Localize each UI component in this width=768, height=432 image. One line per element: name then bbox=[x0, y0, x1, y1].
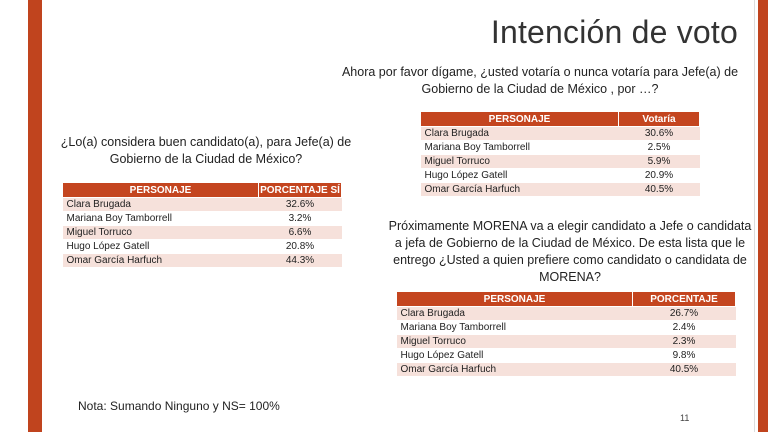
row-name: Hugo López Gatell bbox=[62, 239, 259, 254]
row-name: Mariana Boy Tamborrell bbox=[396, 320, 633, 335]
row-name: Omar García Harfuch bbox=[62, 253, 259, 267]
row-value: 5.9% bbox=[618, 154, 700, 169]
table-row: Mariana Boy Tamborrell 3.2% bbox=[62, 211, 342, 226]
table-row: Hugo López Gatell 20.9% bbox=[420, 168, 700, 183]
table-header-row: PERSONAJE PORCENTAJE bbox=[396, 291, 736, 307]
table-row: Miguel Torruco 6.6% bbox=[62, 225, 342, 240]
right-accent-bar bbox=[754, 0, 768, 432]
table-row: Omar García Harfuch 44.3% bbox=[62, 253, 342, 267]
table-row: Hugo López Gatell 9.8% bbox=[396, 348, 736, 363]
header-personaje: PERSONAJE bbox=[62, 182, 259, 198]
table-row: Mariana Boy Tamborrell 2.5% bbox=[420, 140, 700, 155]
left-accent-bar bbox=[0, 0, 42, 432]
table-row: Miguel Torruco 2.3% bbox=[396, 334, 736, 349]
table-row: Clara Brugada 26.7% bbox=[396, 306, 736, 321]
row-name: Mariana Boy Tamborrell bbox=[420, 140, 619, 155]
slide-title: Intención de voto bbox=[490, 14, 738, 50]
table-header-row: PERSONAJE PORCENTAJE SÍ bbox=[62, 182, 342, 198]
row-name: Hugo López Gatell bbox=[420, 168, 619, 183]
left-accent-stripe bbox=[28, 0, 42, 432]
row-name: Miguel Torruco bbox=[420, 154, 619, 169]
row-value: 32.6% bbox=[258, 197, 342, 212]
row-value: 40.5% bbox=[632, 362, 736, 376]
row-value: 20.9% bbox=[618, 168, 700, 183]
table-row: Hugo López Gatell 20.8% bbox=[62, 239, 342, 254]
row-value: 26.7% bbox=[632, 306, 736, 321]
row-value: 2.4% bbox=[632, 320, 736, 335]
header-porcentaje: PORCENTAJE bbox=[632, 291, 736, 307]
footnote: Nota: Sumando Ninguno y NS= 100% bbox=[78, 399, 280, 413]
header-votaria: Votaría bbox=[618, 111, 700, 127]
header-porcentaje-si: PORCENTAJE SÍ bbox=[258, 182, 342, 198]
row-name: Omar García Harfuch bbox=[396, 362, 633, 376]
table-preferencia-morena: PERSONAJE PORCENTAJE Clara Brugada 26.7% … bbox=[396, 291, 736, 376]
row-name: Clara Brugada bbox=[62, 197, 259, 212]
row-value: 44.3% bbox=[258, 253, 342, 267]
header-personaje: PERSONAJE bbox=[396, 291, 633, 307]
row-value: 6.6% bbox=[258, 225, 342, 240]
row-value: 40.5% bbox=[618, 182, 700, 196]
table-header-row: PERSONAJE Votaría bbox=[420, 111, 700, 127]
row-name: Clara Brugada bbox=[420, 126, 619, 141]
page-number: 11 bbox=[680, 413, 690, 423]
table-row: Omar García Harfuch 40.5% bbox=[396, 362, 736, 376]
row-value: 20.8% bbox=[258, 239, 342, 254]
question-buen-candidato: ¿Lo(a) considera buen candidato(a), para… bbox=[60, 135, 352, 166]
header-personaje: PERSONAJE bbox=[420, 111, 619, 127]
table-votaria: PERSONAJE Votaría Clara Brugada 30.6% Mar… bbox=[420, 111, 700, 196]
row-name: Miguel Torruco bbox=[62, 225, 259, 240]
table-row: Omar García Harfuch 40.5% bbox=[420, 182, 700, 196]
table-row: Clara Brugada 32.6% bbox=[62, 197, 342, 212]
row-name: Miguel Torruco bbox=[396, 334, 633, 349]
row-value: 2.5% bbox=[618, 140, 700, 155]
table-row: Mariana Boy Tamborrell 2.4% bbox=[396, 320, 736, 335]
right-accent-stripe bbox=[758, 0, 768, 432]
question-votaria: Ahora por favor dígame, ¿usted votaría o… bbox=[341, 65, 739, 96]
question-preferencia-morena: Próximamente MORENA va a elegir candidat… bbox=[388, 219, 752, 284]
row-value: 9.8% bbox=[632, 348, 736, 363]
table-row: Clara Brugada 30.6% bbox=[420, 126, 700, 141]
row-value: 3.2% bbox=[258, 211, 342, 226]
table-row: Miguel Torruco 5.9% bbox=[420, 154, 700, 169]
row-name: Hugo López Gatell bbox=[396, 348, 633, 363]
row-value: 30.6% bbox=[618, 126, 700, 141]
row-name: Omar García Harfuch bbox=[420, 182, 619, 196]
row-name: Clara Brugada bbox=[396, 306, 633, 321]
row-name: Mariana Boy Tamborrell bbox=[62, 211, 259, 226]
table-buen-candidato: PERSONAJE PORCENTAJE SÍ Clara Brugada 32.… bbox=[62, 182, 342, 267]
row-value: 2.3% bbox=[632, 334, 736, 349]
